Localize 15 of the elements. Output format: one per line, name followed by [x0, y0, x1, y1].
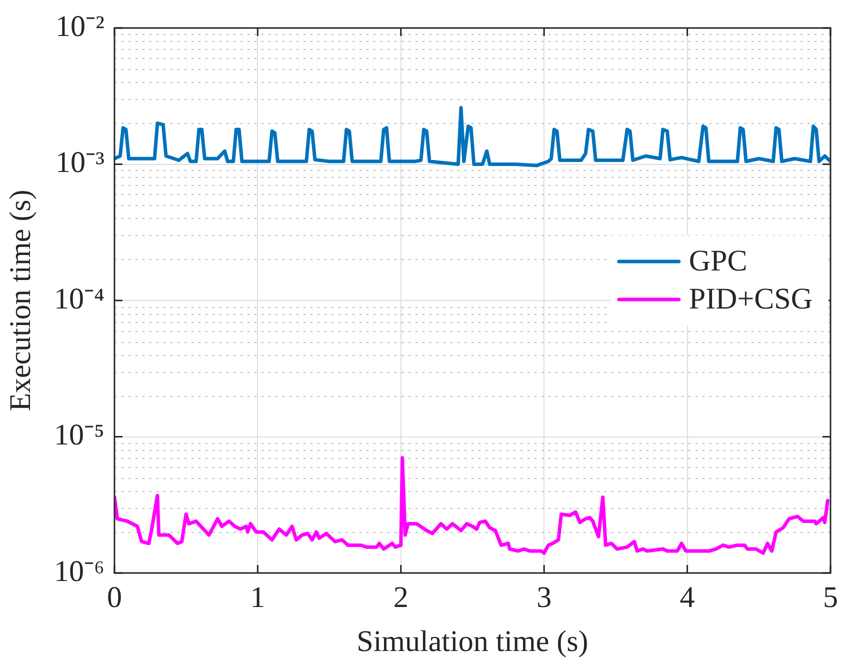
- y-tick-label: 10⁻⁵: [54, 418, 104, 452]
- x-tick-label: 3: [536, 580, 552, 614]
- x-axis-title: Simulation time (s): [356, 624, 588, 658]
- y-tick-label: 10⁻³: [55, 146, 104, 180]
- y-axis-title: Execution time (s): [4, 190, 37, 412]
- legend-label: PID+CSG: [688, 282, 813, 316]
- x-tick-label: 5: [823, 580, 838, 614]
- x-tick-label: 1: [250, 580, 266, 614]
- y-tick-label: 10⁻⁴: [54, 282, 104, 316]
- x-tick-label: 0: [106, 580, 122, 614]
- x-tick-label: 2: [393, 580, 408, 614]
- y-tick-label: 10⁻²: [55, 10, 104, 43]
- legend-label: GPC: [688, 244, 748, 278]
- y-tick-label: 10⁻⁶: [54, 554, 104, 588]
- x-tick-label: 4: [680, 580, 695, 614]
